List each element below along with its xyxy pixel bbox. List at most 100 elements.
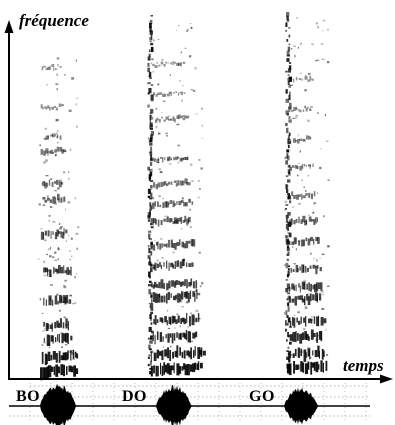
spectrogram-mark bbox=[178, 200, 182, 206]
spectrogram-mark bbox=[301, 138, 305, 141]
spectrogram-speck bbox=[164, 215, 168, 217]
spectrogram-mark bbox=[183, 363, 186, 370]
spectrogram-speck bbox=[151, 309, 153, 311]
spectrogram-mark bbox=[173, 333, 176, 341]
spectrogram-mark bbox=[59, 66, 62, 68]
burst-mark bbox=[149, 114, 152, 120]
spectrogram-mark bbox=[184, 116, 188, 119]
spectrogram-mark bbox=[59, 318, 62, 328]
burst-mark bbox=[147, 92, 150, 95]
spectrogram-mark bbox=[295, 331, 297, 343]
spectrogram-mark bbox=[154, 315, 157, 325]
spectrogram-mark bbox=[65, 318, 68, 329]
spectrogram-mark bbox=[178, 217, 182, 222]
spectrogram-speck bbox=[68, 171, 70, 174]
spectrogram-mark bbox=[185, 291, 189, 299]
spectrogram-mark bbox=[313, 219, 316, 225]
spectrogram-mark bbox=[288, 296, 291, 303]
spectrogram-mark bbox=[170, 62, 172, 65]
spectrogram-mark bbox=[45, 267, 48, 273]
spectrogram-mark bbox=[293, 317, 296, 328]
spectrogram-mark bbox=[183, 258, 185, 266]
spectrogram-mark bbox=[161, 365, 164, 376]
spectrogram-mark bbox=[40, 231, 44, 240]
spectrogram-mark bbox=[290, 267, 292, 273]
spectrogram-speck bbox=[70, 237, 73, 240]
burst-mark bbox=[150, 155, 152, 160]
spectrogram-mark bbox=[54, 295, 58, 305]
spectrogram-speck bbox=[304, 306, 308, 309]
spectrogram-mark bbox=[63, 196, 66, 202]
spectrogram-speck bbox=[49, 255, 52, 258]
spectrogram-speck bbox=[49, 346, 51, 348]
spectrogram-mark bbox=[150, 157, 154, 160]
burst-mark bbox=[148, 58, 151, 61]
spectrogram-mark bbox=[175, 280, 179, 285]
burst-mark bbox=[286, 350, 289, 352]
burst-mark bbox=[285, 224, 289, 230]
spectrogram-speck bbox=[167, 327, 171, 329]
spectrogram-mark bbox=[193, 350, 195, 358]
burst-mark bbox=[288, 34, 291, 38]
spectrogram-mark bbox=[54, 181, 57, 184]
spectrogram-mark bbox=[159, 262, 161, 267]
spectrogram-mark bbox=[57, 230, 60, 234]
burst-mark bbox=[149, 124, 153, 129]
spectrogram-speck bbox=[327, 285, 330, 287]
spectrogram-mark bbox=[170, 181, 173, 185]
spectrogram-mark bbox=[48, 179, 51, 186]
spectrogram-mark bbox=[166, 260, 168, 269]
spectrogram-mark bbox=[310, 329, 314, 340]
spectrogram-mark bbox=[176, 242, 180, 247]
spectrogram-mark bbox=[318, 350, 320, 359]
spectrogram-mark bbox=[168, 316, 172, 324]
spectrogram-mark bbox=[173, 180, 177, 183]
spectrogram-mark bbox=[50, 335, 54, 342]
waveform-envelope bbox=[40, 383, 85, 425]
spectrogram-mark bbox=[169, 333, 172, 338]
spectrogram-mark bbox=[180, 115, 184, 119]
spectrogram-mark bbox=[184, 215, 187, 222]
spectrogram-mark bbox=[165, 201, 169, 208]
burst-mark bbox=[288, 232, 292, 238]
waveform bbox=[40, 383, 326, 425]
burst-mark bbox=[285, 214, 289, 219]
spectrogram-mark bbox=[160, 264, 162, 269]
spectrogram-mark bbox=[318, 331, 322, 340]
spectrogram-mark bbox=[50, 149, 53, 154]
burst-mark bbox=[150, 134, 153, 140]
spectrogram-speck bbox=[151, 47, 153, 51]
spectrogram-speck bbox=[327, 28, 329, 31]
spectrogram-speck bbox=[200, 167, 203, 170]
spectrogram-speck bbox=[199, 285, 202, 288]
spectrogram-speck bbox=[310, 252, 312, 255]
burst-mark bbox=[287, 353, 290, 356]
spectrogram-mark bbox=[158, 281, 161, 289]
burst-mark bbox=[147, 67, 150, 73]
spectrogram-mark bbox=[191, 314, 195, 326]
spectrogram-mark bbox=[156, 264, 160, 268]
spectrogram-speck bbox=[302, 301, 305, 304]
spectrogram-speck bbox=[177, 144, 181, 147]
spectrogram-mark bbox=[183, 157, 187, 160]
spectrogram-mark bbox=[309, 76, 312, 80]
spectrogram-mark bbox=[56, 146, 60, 152]
spectrogram-mark bbox=[175, 294, 178, 299]
spectrogram-speck bbox=[284, 208, 286, 211]
spectrogram-speck bbox=[323, 215, 325, 218]
spectrogram-mark bbox=[150, 366, 153, 377]
burst-mark bbox=[149, 119, 152, 125]
spectrogram-mark bbox=[76, 353, 79, 359]
spectrogram-mark bbox=[293, 78, 295, 83]
spectrogram-speck bbox=[192, 89, 196, 92]
spectrogram-speck bbox=[297, 240, 301, 242]
spectrogram-speck bbox=[321, 58, 325, 60]
spectrogram-mark bbox=[168, 91, 172, 94]
spectrogram-speck bbox=[58, 309, 61, 312]
spectrogram-mark bbox=[49, 324, 53, 329]
spectrogram-speck bbox=[308, 214, 310, 216]
spectrogram-mark bbox=[64, 296, 67, 305]
spectrogram-mark bbox=[193, 315, 195, 322]
spectrogram-speck bbox=[47, 269, 50, 272]
